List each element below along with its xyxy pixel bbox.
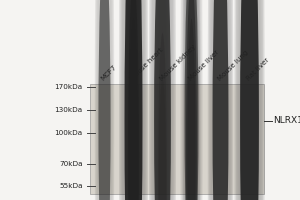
Text: 130kDa: 130kDa bbox=[54, 107, 82, 113]
Text: Mouse heart: Mouse heart bbox=[129, 47, 164, 82]
Ellipse shape bbox=[186, 0, 197, 200]
Ellipse shape bbox=[152, 0, 173, 200]
Ellipse shape bbox=[121, 0, 146, 200]
Ellipse shape bbox=[122, 0, 145, 200]
Text: 55kDa: 55kDa bbox=[59, 183, 82, 189]
Ellipse shape bbox=[124, 0, 142, 200]
Ellipse shape bbox=[98, 0, 111, 200]
Ellipse shape bbox=[127, 0, 140, 200]
Text: Mouse liver: Mouse liver bbox=[187, 49, 220, 82]
Ellipse shape bbox=[180, 0, 202, 200]
Ellipse shape bbox=[184, 0, 200, 200]
Ellipse shape bbox=[158, 33, 167, 200]
Ellipse shape bbox=[182, 0, 202, 200]
Ellipse shape bbox=[208, 0, 233, 200]
Ellipse shape bbox=[188, 19, 196, 200]
Ellipse shape bbox=[159, 78, 166, 200]
Bar bbox=[90, 84, 264, 194]
Text: MCF7: MCF7 bbox=[100, 64, 118, 82]
Ellipse shape bbox=[95, 0, 114, 200]
Ellipse shape bbox=[237, 0, 262, 200]
Ellipse shape bbox=[154, 0, 171, 200]
Ellipse shape bbox=[240, 0, 259, 200]
Text: 70kDa: 70kDa bbox=[59, 161, 82, 167]
Text: NLRX1: NLRX1 bbox=[273, 116, 300, 125]
Ellipse shape bbox=[209, 0, 232, 200]
Ellipse shape bbox=[119, 0, 148, 200]
Text: Rat liver: Rat liver bbox=[245, 57, 270, 82]
Ellipse shape bbox=[210, 0, 231, 200]
Ellipse shape bbox=[184, 0, 199, 200]
Text: Mouse kidney: Mouse kidney bbox=[158, 44, 196, 82]
Text: 100kDa: 100kDa bbox=[54, 130, 82, 136]
Ellipse shape bbox=[125, 0, 142, 200]
Ellipse shape bbox=[236, 0, 263, 200]
Ellipse shape bbox=[183, 0, 200, 200]
Ellipse shape bbox=[125, 0, 142, 200]
Ellipse shape bbox=[234, 0, 265, 200]
Ellipse shape bbox=[150, 0, 175, 200]
Text: Mouse lung: Mouse lung bbox=[216, 49, 249, 82]
Ellipse shape bbox=[129, 19, 138, 200]
Ellipse shape bbox=[149, 0, 176, 200]
Text: 170kDa: 170kDa bbox=[54, 84, 82, 90]
Ellipse shape bbox=[212, 0, 229, 200]
Ellipse shape bbox=[96, 0, 113, 200]
Ellipse shape bbox=[185, 0, 198, 200]
Ellipse shape bbox=[128, 0, 139, 200]
Ellipse shape bbox=[126, 0, 141, 200]
